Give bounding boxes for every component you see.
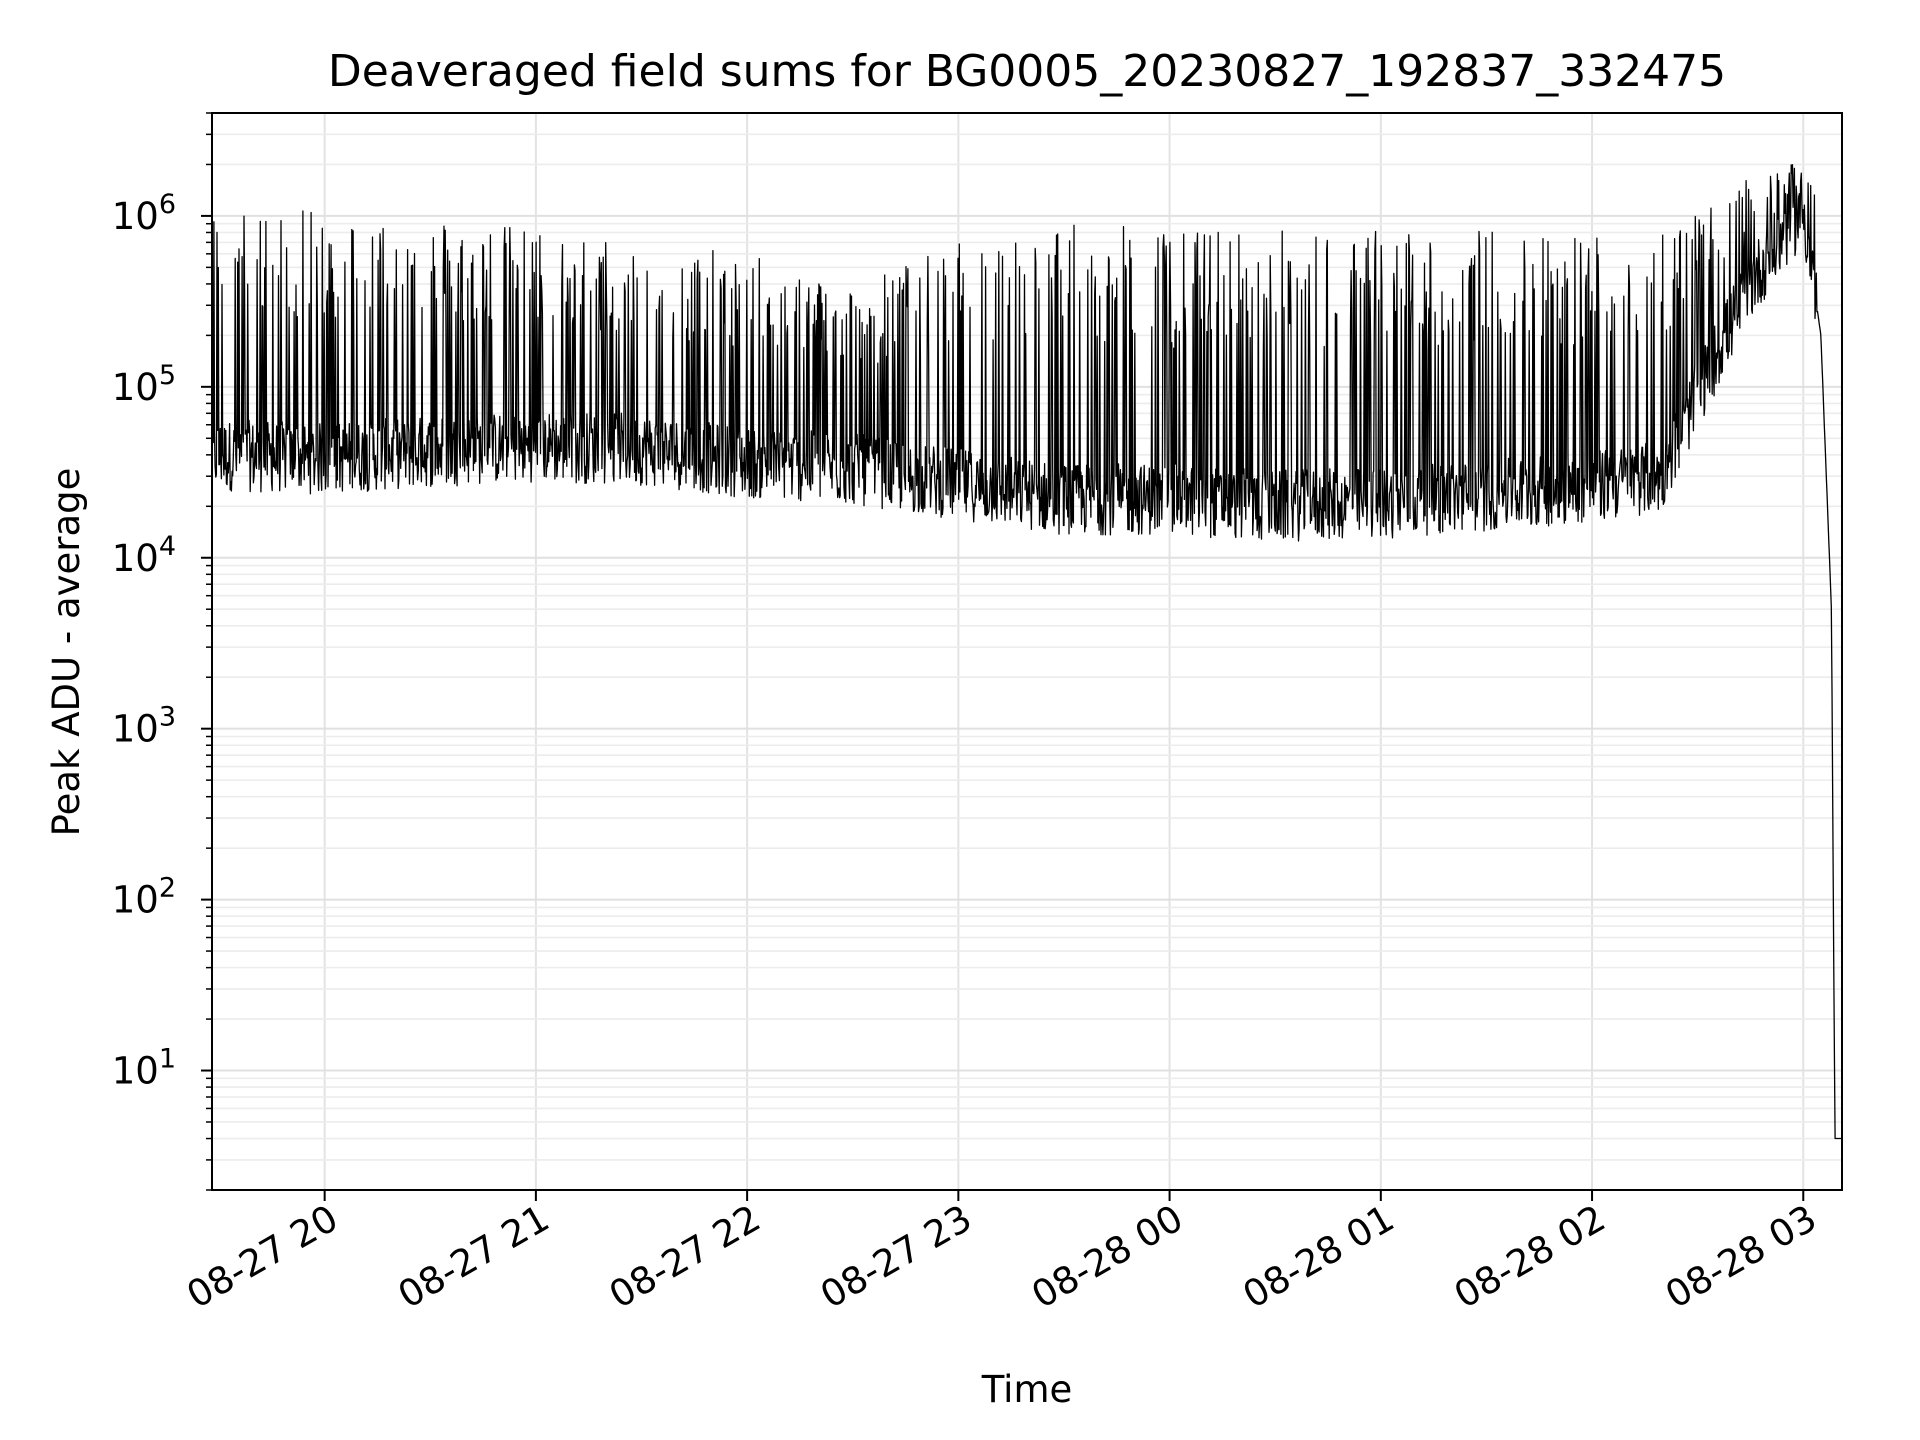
y-tick-label: 104 [112,531,176,580]
y-tick-label: 106 [112,189,176,238]
y-axis-label: Peak ADU - average [45,468,88,837]
y-tick-label: 105 [112,360,176,409]
x-axis-label: Time [981,1368,1073,1411]
chart-title: Deaveraged field sums for BG0005_2023082… [328,46,1726,97]
y-tick-label: 102 [112,873,176,922]
y-axis-ticks: 101 102 103 104 105 106 [112,112,212,1191]
plot-frame [211,112,1843,1191]
series-layer [212,164,1842,1140]
y-tick-label: 101 [112,1044,176,1093]
y-tick-label: 103 [112,702,176,751]
series-line [212,164,1842,1140]
